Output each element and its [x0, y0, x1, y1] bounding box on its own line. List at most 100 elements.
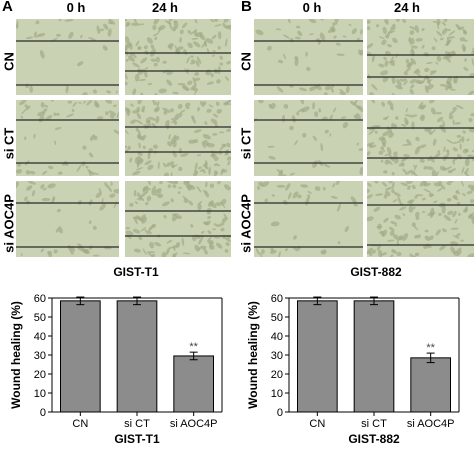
cell-blob — [391, 76, 396, 84]
cell-blob — [169, 108, 175, 113]
cell-blob — [367, 26, 371, 31]
micrograph-b-cn-0h — [254, 19, 363, 95]
cell-blob — [170, 172, 173, 176]
cell-blob — [455, 247, 462, 254]
cell-blob — [23, 136, 27, 140]
cell-blob — [384, 186, 392, 191]
cell-blob — [421, 44, 425, 49]
cell-blob — [184, 102, 191, 107]
cell-blob — [429, 235, 434, 241]
cell-blob — [255, 248, 260, 255]
cell-blob — [223, 19, 229, 23]
panel-letter-a: A — [2, 0, 13, 15]
cell-blob — [388, 226, 395, 232]
cell-blob — [56, 33, 61, 37]
cell-blob — [217, 31, 222, 40]
cell-blob — [421, 197, 426, 201]
y-axis-label: Wound healing (%) — [246, 301, 260, 409]
x-axis-label: GIST-882 — [348, 432, 400, 446]
cell-blob — [193, 171, 198, 176]
cell-blob — [70, 251, 74, 255]
cell-blob — [261, 249, 265, 255]
cell-blob — [376, 244, 382, 251]
cell-blob — [394, 214, 401, 220]
cell-blob — [435, 229, 441, 236]
cell-blob — [443, 214, 452, 222]
cell-blob — [455, 104, 464, 110]
cell-blob — [453, 75, 459, 84]
x-tick-label: si AOC4P — [407, 418, 455, 430]
cell-blob — [414, 252, 417, 257]
cell-blob — [432, 20, 441, 24]
cell-blob — [214, 156, 219, 162]
cell-blob — [359, 166, 363, 176]
cell-blob — [410, 84, 415, 89]
cell-blob — [466, 138, 470, 142]
cell-blob — [382, 76, 389, 83]
cell-blob — [176, 242, 181, 247]
cell-blob — [202, 101, 207, 105]
cell-blob — [148, 116, 156, 121]
cell-blob — [375, 193, 384, 196]
cell-blob — [446, 150, 450, 158]
cell-blob — [215, 242, 223, 249]
cell-blob — [85, 165, 89, 169]
cell-blob — [350, 196, 357, 204]
cell-blob — [108, 19, 116, 25]
cell-blob — [419, 81, 423, 84]
cell-blob — [454, 218, 458, 224]
bar — [116, 300, 158, 413]
cell-blob — [16, 181, 19, 188]
cell-blob — [215, 101, 220, 106]
cell-blob — [144, 160, 152, 166]
cell-blob — [384, 60, 389, 67]
cell-blob — [138, 78, 147, 82]
cell-blob — [282, 53, 287, 60]
cell-blob — [319, 32, 326, 41]
cell-blob — [225, 25, 231, 30]
cell-blob — [198, 237, 203, 245]
cell-blob — [26, 185, 33, 191]
cell-blob — [447, 169, 453, 174]
cell-blob — [453, 78, 458, 84]
cell-blob — [88, 37, 97, 41]
cell-blob — [153, 62, 158, 67]
cell-blob — [430, 107, 436, 115]
cell-blob — [344, 225, 349, 233]
cell-blob — [108, 110, 117, 116]
cell-blob — [447, 210, 453, 216]
cell-blob — [337, 241, 341, 245]
cell-blob — [441, 27, 448, 35]
cell-blob — [202, 162, 208, 167]
cell-blob — [294, 58, 299, 67]
cell-blob — [448, 110, 456, 116]
micrograph-b-cn-24h — [367, 19, 474, 95]
cell-blob — [316, 85, 322, 91]
cell-blob — [125, 230, 134, 236]
cell-blob — [320, 250, 325, 255]
cell-blob — [95, 192, 102, 198]
cell-blob — [219, 131, 225, 134]
cell-blob — [20, 252, 23, 257]
cell-blob — [392, 154, 399, 157]
cell-blob — [131, 52, 137, 59]
cell-blob — [41, 197, 51, 202]
cell-blob — [132, 170, 141, 176]
cell-blob — [224, 38, 228, 47]
cell-blob — [380, 159, 384, 163]
cell-blob — [452, 210, 457, 218]
cell-blob — [185, 105, 190, 110]
cell-blob — [348, 23, 352, 27]
cell-blob — [142, 248, 147, 255]
cell-blob — [283, 104, 289, 109]
cell-blob — [312, 160, 318, 169]
cell-blob — [47, 183, 56, 189]
cell-blob — [367, 188, 370, 194]
cell-blob — [294, 140, 298, 146]
cell-blob — [35, 20, 40, 25]
cell-blob — [268, 103, 273, 109]
cell-blob — [147, 164, 154, 171]
cell-blob — [25, 170, 31, 175]
cell-blob — [47, 165, 54, 170]
cell-blob — [99, 203, 106, 211]
